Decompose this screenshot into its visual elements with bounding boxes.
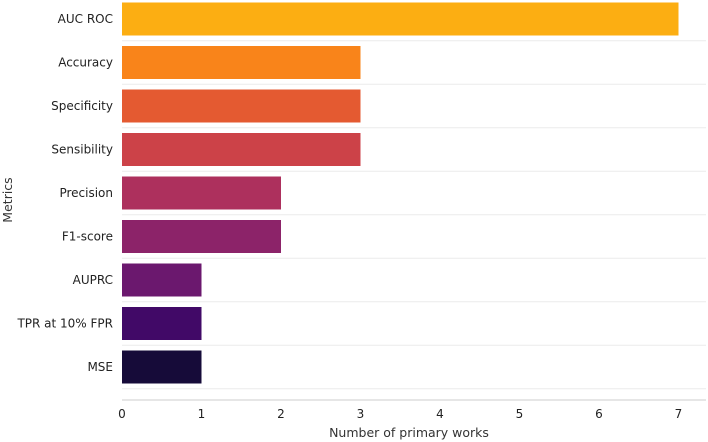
y-tick-labels: AUC ROC Accuracy Specificity Sensibility Pre… [16, 12, 113, 374]
bar [122, 176, 281, 210]
x-tick-label: 3 [357, 407, 365, 421]
x-tick-label: 1 [198, 407, 206, 421]
x-tick-label: 5 [516, 407, 524, 421]
y-tick-label: F1-score [62, 230, 113, 244]
bar [122, 263, 202, 297]
y-axis-title: Metrics [0, 177, 15, 222]
x-tick-labels: 0 1 2 3 4 5 6 7 [118, 407, 682, 421]
bar [122, 46, 361, 79]
grid-lines [122, 40, 706, 390]
y-tick-label: Accuracy [58, 56, 113, 70]
bar [122, 133, 361, 166]
x-tick-label: 0 [118, 407, 126, 421]
y-tick-label: AUPRC [73, 273, 113, 287]
y-tick-label: Precision [59, 186, 113, 200]
x-tick-label: 6 [595, 407, 603, 421]
bar [122, 89, 361, 123]
bar [122, 220, 281, 253]
x-tick-label: 2 [277, 407, 285, 421]
bar [122, 350, 202, 384]
bar [122, 2, 679, 36]
y-tick-label: AUC ROC [58, 12, 113, 26]
x-tick-label: 4 [436, 407, 444, 421]
y-tick-label: MSE [87, 360, 113, 374]
y-tick-label: TPR at 10% FPR [16, 317, 113, 331]
bar [122, 307, 202, 340]
x-tick-label: 7 [675, 407, 683, 421]
y-tick-label: Specificity [51, 99, 113, 113]
y-tick-label: Sensibility [51, 143, 113, 157]
x-axis-title: Number of primary works [329, 425, 489, 440]
bars [122, 2, 679, 384]
